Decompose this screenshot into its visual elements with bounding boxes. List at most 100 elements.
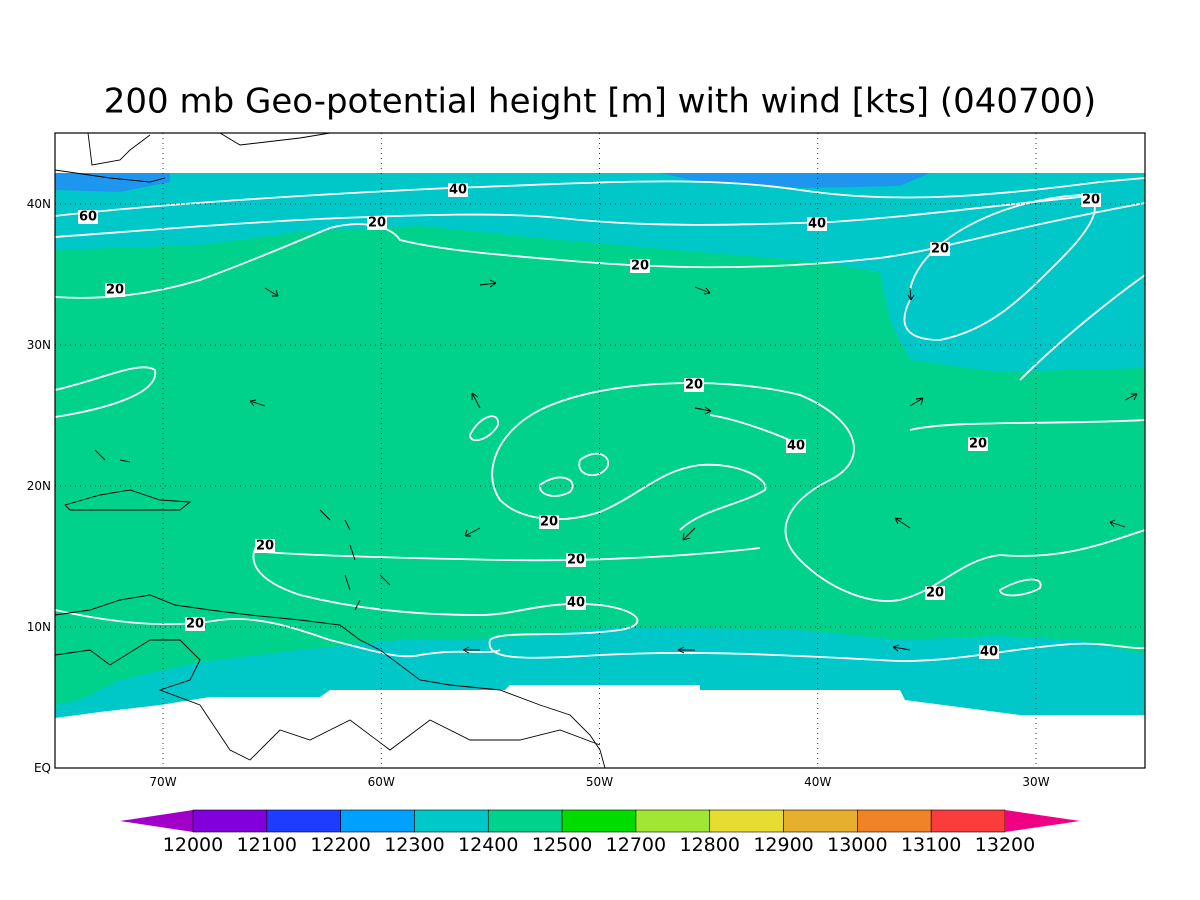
contour-label-text: 20 <box>256 539 274 554</box>
plot-area: 60 40 20 40 20 20 20 20 20 40 20 20 20 2… <box>54 132 1146 769</box>
contour-label-text: 20 <box>567 553 585 568</box>
wind-arrow <box>249 399 266 407</box>
colorbar-label: 12800 <box>680 834 740 856</box>
lon-tick-label: 60W <box>368 775 395 789</box>
contour-label-text: 20 <box>685 378 703 393</box>
wind-arrow <box>894 517 911 529</box>
map-title: 200 mb Geo-potential height [m] with win… <box>104 82 1096 122</box>
colorbar-label: 13000 <box>827 834 887 856</box>
colorbar-label: 12200 <box>310 834 370 856</box>
contour-label-text: 20 <box>106 283 124 298</box>
wind-arrow <box>479 279 497 288</box>
contour-label: 40 <box>979 645 999 660</box>
contour-label: 20 <box>367 216 387 231</box>
wind-arrow <box>907 287 915 301</box>
lon-tick-label: 70W <box>149 775 176 789</box>
contour-label-text: 40 <box>787 439 805 454</box>
lon-tick-label: 40W <box>804 775 831 789</box>
colorbar-label: 12100 <box>237 834 297 856</box>
contour-label: 20 <box>630 259 650 274</box>
contour-line <box>55 366 156 418</box>
contour-line <box>55 194 1101 238</box>
contour-label: 40 <box>566 596 586 611</box>
wind-arrow <box>694 286 711 295</box>
wind-arrow <box>1124 393 1138 401</box>
colorbar-label: 12400 <box>458 834 518 856</box>
colorbar-box <box>635 809 711 833</box>
contour-label-text: 20 <box>931 242 949 257</box>
lon-tick-label: 30W <box>1022 775 1049 789</box>
colorbar-label: 12700 <box>606 834 666 856</box>
contour-line <box>903 194 1096 341</box>
contour-line <box>1019 274 1145 381</box>
contour-label: 20 <box>539 515 559 530</box>
wind-arrow <box>682 527 696 541</box>
wind-arrows <box>249 279 1138 654</box>
contour-label: 20 <box>684 378 704 393</box>
contour-label: 20 <box>566 553 586 568</box>
contour-label: 60 <box>78 210 98 225</box>
colorbar-label: 12300 <box>384 834 444 856</box>
contour-label-text: 20 <box>631 259 649 274</box>
contour-label: 20 <box>185 617 205 632</box>
colorbar-box <box>266 809 341 833</box>
contour-line <box>491 409 767 531</box>
wind-arrow <box>694 406 712 415</box>
lat-tick-label: EQ <box>34 761 51 775</box>
contour-label: 20 <box>968 437 988 452</box>
colorbar-box <box>340 809 415 833</box>
lat-tick-label: 30N <box>27 338 51 352</box>
contour-label: 40 <box>786 439 806 454</box>
contour-line <box>578 452 610 477</box>
graticule <box>55 133 1145 768</box>
contour-label-text: 20 <box>186 617 204 632</box>
wind-arrow <box>892 644 911 652</box>
colorbar-box <box>709 809 784 833</box>
lat-tick-label: 20N <box>27 479 51 493</box>
contour-label-text: 40 <box>980 645 998 660</box>
colorbar-box <box>487 809 563 833</box>
wind-arrow <box>471 392 481 409</box>
lat-tick-label: 40N <box>27 197 51 211</box>
colorbar-box <box>857 809 932 833</box>
contour-line <box>264 547 761 562</box>
plot-frame <box>54 132 1146 769</box>
coastline <box>94 449 391 611</box>
colorbar-box <box>561 809 637 833</box>
wind-arrow <box>677 646 695 654</box>
contour-label: 20 <box>1081 193 1101 208</box>
contour-line <box>55 202 1145 299</box>
contour-label: 20 <box>105 283 125 298</box>
field-12200 <box>660 173 930 188</box>
lon-tick-label: 50W <box>586 775 613 789</box>
contour-label-text: 20 <box>969 437 987 452</box>
contour-label: 40 <box>448 183 468 198</box>
contour-label: 20 <box>930 242 950 257</box>
colorbar-label: 12000 <box>163 834 223 856</box>
colorbar-triangle <box>120 810 193 832</box>
contour-line <box>469 415 499 442</box>
contour-line <box>909 419 1145 431</box>
contour-label: 40 <box>807 217 827 232</box>
contour-label-text: 20 <box>540 515 558 530</box>
contour-label-text: 40 <box>567 596 585 611</box>
axis-labels: EQ 10N 20N 30N 40N 70W 60W 50W 40W 30W <box>27 197 1050 789</box>
contour-label-text: 20 <box>1082 193 1100 208</box>
colorbar-label: 13100 <box>901 834 961 856</box>
colorbar-label: 13200 <box>975 834 1035 856</box>
coastline <box>55 594 606 768</box>
wind-arrow <box>462 646 480 654</box>
coastline <box>55 133 331 183</box>
colorbar-triangle <box>1005 810 1080 832</box>
contour-line <box>539 476 574 497</box>
contour-label-text: 40 <box>808 217 826 232</box>
colorbar-box <box>414 809 489 833</box>
contour-line <box>999 578 1042 597</box>
contour-label-text: 60 <box>79 210 97 225</box>
colorbar: 12000 12100 12200 12300 12400 12500 12700 12800… <box>120 809 1080 856</box>
wind-arrow <box>1109 519 1126 528</box>
contour-line <box>252 539 1145 662</box>
wind-arrow <box>264 287 279 297</box>
colorbar-box <box>192 809 268 833</box>
